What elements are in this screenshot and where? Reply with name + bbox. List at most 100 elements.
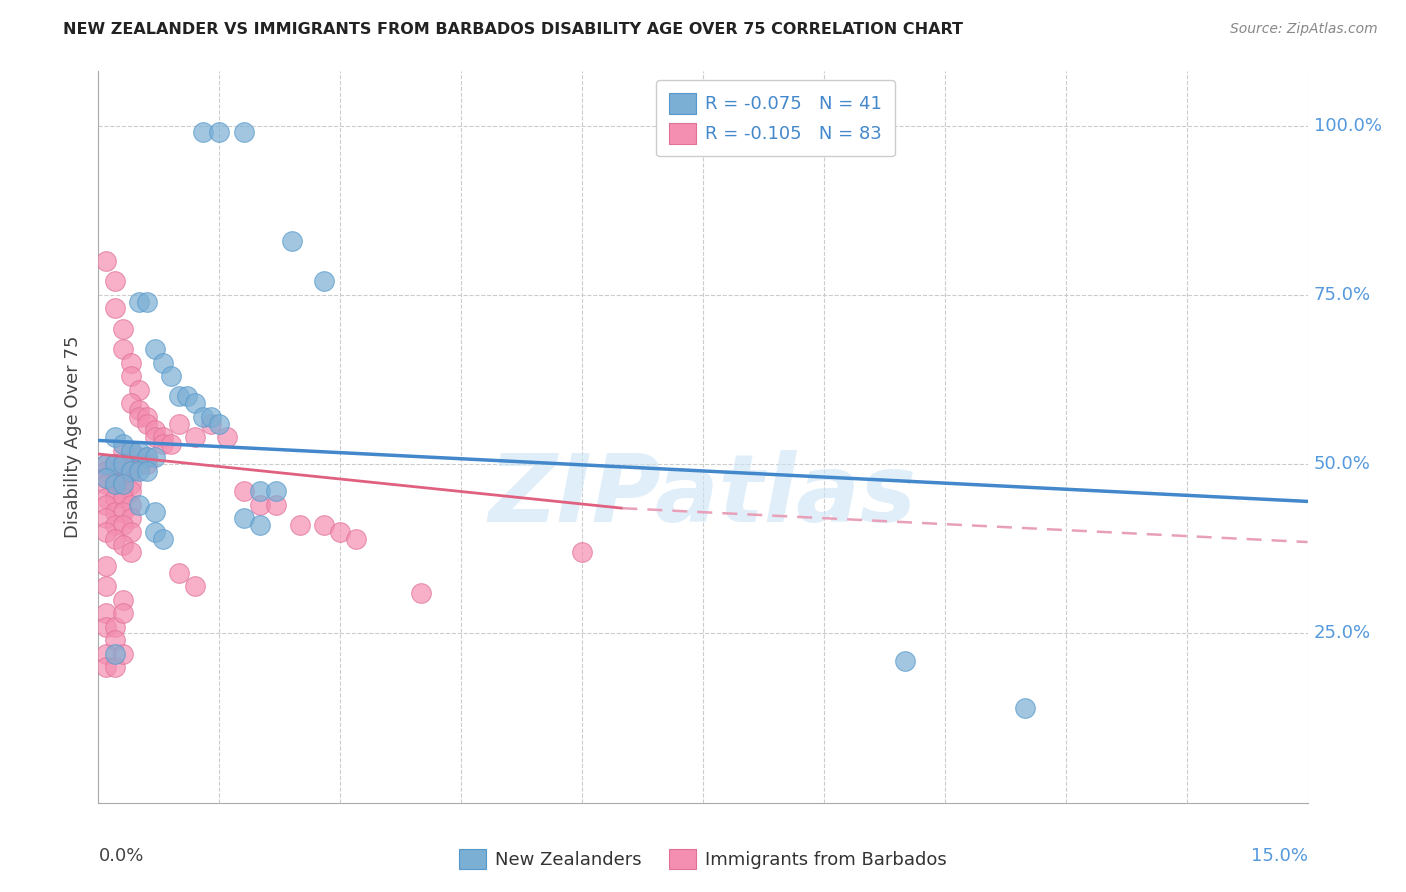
Text: 100.0%: 100.0% [1313,117,1382,135]
Point [249,484,271,499]
Point [111,505,134,519]
Point [96,464,118,478]
Point [103,518,125,533]
Point [167,566,190,580]
Point [143,524,166,539]
Point [193,409,215,424]
Point [120,477,142,491]
Point [167,417,190,431]
Point [314,274,336,288]
Point [184,396,207,410]
Point [96,620,118,634]
Point [264,498,287,512]
Point [120,443,142,458]
Point [232,484,254,499]
Point [232,511,254,525]
Point [120,524,142,539]
Point [184,579,207,593]
Point [200,417,222,431]
Point [167,389,190,403]
Point [103,477,125,491]
Point [208,125,231,139]
Point [111,491,134,505]
Point [96,558,118,573]
Point [152,355,174,369]
Point [111,592,134,607]
Point [111,477,134,491]
Point [96,647,118,661]
Point [96,511,118,525]
Point [103,505,125,519]
Point [111,457,134,471]
Point [111,457,134,471]
Text: 25.0%: 25.0% [1313,624,1371,642]
Legend: R = -0.075   N = 41, R = -0.105   N = 83: R = -0.075 N = 41, R = -0.105 N = 83 [657,80,894,156]
Point [571,545,593,559]
Point [1014,701,1036,715]
Text: Source: ZipAtlas.com: Source: ZipAtlas.com [1230,22,1378,37]
Point [128,383,150,397]
Point [103,660,125,674]
Point [152,437,174,451]
Point [96,471,118,485]
Point [232,125,254,139]
Point [103,301,125,316]
Point [135,464,157,478]
Point [264,484,287,499]
Point [111,606,134,620]
Point [120,443,142,458]
Point [111,484,134,499]
Point [120,498,142,512]
Point [111,342,134,356]
Point [103,633,125,648]
Point [103,532,125,546]
Point [128,464,150,478]
Point [143,450,166,465]
Point [103,457,125,471]
Point [103,457,125,471]
Point [135,450,157,465]
Point [281,234,304,248]
Point [160,437,183,451]
Point [128,409,150,424]
Point [103,477,125,491]
Point [143,423,166,437]
Point [96,254,118,268]
Point [111,322,134,336]
Point [135,417,157,431]
Point [96,498,118,512]
Point [96,471,118,485]
Point [120,464,142,478]
Point [249,518,271,533]
Point [96,491,118,505]
Legend: New Zealanders, Immigrants from Barbados: New Zealanders, Immigrants from Barbados [450,839,956,879]
Point [344,532,367,546]
Point [314,518,336,533]
Point [120,464,142,478]
Point [176,389,198,403]
Point [96,457,118,471]
Point [135,409,157,424]
Point [103,491,125,505]
Point [409,586,432,600]
Point [152,532,174,546]
Point [128,498,150,512]
Text: 50.0%: 50.0% [1313,455,1371,473]
Point [96,660,118,674]
Point [143,342,166,356]
Point [120,355,142,369]
Point [893,654,915,668]
Point [111,464,134,478]
Point [96,579,118,593]
Point [152,430,174,444]
Point [135,457,157,471]
Text: NEW ZEALANDER VS IMMIGRANTS FROM BARBADOS DISABILITY AGE OVER 75 CORRELATION CHA: NEW ZEALANDER VS IMMIGRANTS FROM BARBADO… [63,22,963,37]
Text: 75.0%: 75.0% [1313,285,1371,304]
Point [120,545,142,559]
Point [184,430,207,444]
Point [208,417,231,431]
Point [103,274,125,288]
Point [128,294,150,309]
Point [128,450,150,465]
Point [288,518,311,533]
